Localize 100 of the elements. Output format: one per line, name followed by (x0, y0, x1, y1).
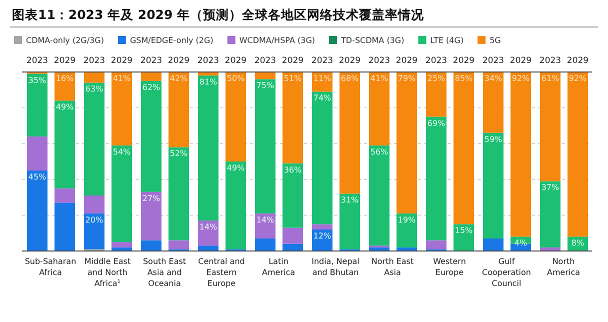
text: Central and Eastern Europe (198, 257, 245, 288)
bar (226, 162, 246, 250)
data-label: 54% (112, 147, 132, 156)
x-tick-label: 2023 (140, 56, 162, 66)
bar (340, 72, 360, 194)
x-tick-label: 2029 (282, 56, 304, 66)
data-label: 31% (340, 196, 360, 205)
data-label: 4% (514, 238, 528, 248)
legend-label: GSM/EDGE-only (2G) (130, 36, 214, 45)
bar (168, 147, 189, 240)
legend-label: LTE (4G) (430, 36, 464, 45)
bar (426, 240, 446, 250)
data-label: 56% (370, 147, 389, 156)
bar (340, 194, 360, 250)
data-label: 12% (313, 232, 332, 241)
data-label: 69% (427, 118, 446, 128)
bar (84, 213, 104, 250)
data-label: 15% (454, 226, 474, 236)
bar (54, 100, 75, 188)
bar (369, 145, 390, 246)
bar (168, 72, 189, 148)
text: South East Asia and Oceania (142, 257, 186, 288)
x-tick-label: 2029 (54, 56, 76, 66)
x-tick-label: 2029 (452, 56, 475, 66)
bar (27, 136, 48, 170)
data-label: 41% (370, 74, 389, 83)
bar (255, 79, 276, 214)
text: Sub-Saharan Africa (24, 257, 76, 277)
bar (198, 246, 218, 251)
x-tick-label: 2023 (539, 56, 562, 66)
data-label: 49% (226, 164, 246, 172)
data-label: 27% (142, 194, 161, 203)
data-label: 50% (226, 74, 246, 83)
bar (112, 242, 132, 248)
data-label: 62% (142, 82, 161, 92)
bar (568, 72, 588, 237)
data-label: 85% (454, 74, 474, 83)
x-tick-label: 2029 (224, 56, 247, 66)
bar (396, 213, 417, 248)
bar (27, 74, 48, 136)
bar (84, 72, 104, 83)
data-label: 49% (56, 102, 74, 112)
x-tick-label: 2023 (368, 56, 390, 66)
bar (112, 72, 132, 146)
bar (141, 192, 162, 240)
bar (454, 72, 474, 224)
chart-title: 图表11：2023 年及 2029 年（预测）全球各地区网络技术覆盖率情况 (12, 7, 426, 22)
bar (282, 244, 303, 251)
data-label: 45% (28, 172, 47, 182)
data-label: 19% (398, 215, 416, 224)
x-tick-label: 2023 (26, 56, 48, 66)
x-tick-label: 2023 (83, 56, 106, 66)
data-label: 8% (571, 238, 584, 248)
x-tick-label: 2029 (566, 56, 589, 66)
x-tick-label: 2029 (168, 56, 190, 66)
data-label: 11% (313, 74, 332, 83)
data-label: 68% (340, 74, 360, 83)
bar (483, 132, 504, 238)
bar (369, 72, 390, 146)
data-label: 41% (112, 74, 132, 83)
x-tick-label: 2023 (197, 56, 220, 66)
data-label: 25% (427, 74, 446, 83)
bar (54, 202, 75, 251)
bar (255, 72, 276, 80)
data-label: 20% (85, 215, 104, 224)
data-label: 74% (313, 94, 332, 103)
data-label: 75% (256, 81, 275, 90)
text: Middle East and North Africa$^{1}$ (84, 257, 131, 288)
data-label: 79% (398, 74, 416, 83)
bar (426, 72, 446, 117)
text: North America (547, 257, 580, 277)
bar (396, 72, 417, 214)
x-tick-label: 2023 (425, 56, 448, 66)
bar (198, 220, 218, 246)
bar (483, 72, 504, 133)
data-label: 42% (170, 74, 188, 83)
data-label: 34% (484, 74, 503, 83)
text: India, Nepal and Bhutan (312, 257, 360, 277)
data-label: 52% (170, 149, 188, 158)
data-label: 16% (56, 74, 74, 83)
bar (282, 163, 303, 228)
text: Gulf Cooperation Council (482, 257, 531, 288)
text: Latin America (262, 257, 296, 277)
bar (255, 238, 276, 251)
legend-label: 5G (490, 36, 501, 45)
legend-label: TD-SCDMA (3G) (340, 36, 404, 45)
data-label: 92% (512, 74, 530, 83)
data-label: 59% (484, 134, 503, 144)
legend-label: CDMA-only (2G/3G) (26, 36, 104, 45)
bar (312, 224, 332, 230)
bar (426, 116, 446, 240)
bar (27, 170, 48, 251)
data-label: 36% (284, 165, 302, 174)
bar (168, 240, 189, 250)
text: North East Asia (371, 257, 414, 277)
bar (312, 92, 332, 224)
data-label: 81% (199, 78, 218, 87)
bar (282, 72, 303, 164)
data-label: 14% (256, 215, 275, 224)
data-label: 14% (199, 222, 218, 232)
